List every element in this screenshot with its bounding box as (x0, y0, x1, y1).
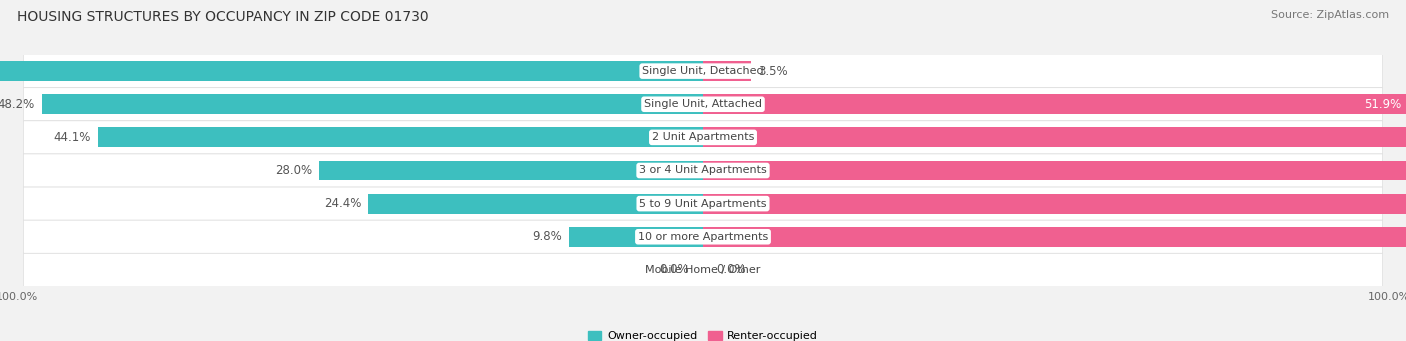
Text: 2 Unit Apartments: 2 Unit Apartments (652, 132, 754, 143)
Bar (703, 227, 1406, 247)
FancyBboxPatch shape (24, 220, 1382, 253)
Text: 28.0%: 28.0% (274, 164, 312, 177)
Text: 24.4%: 24.4% (323, 197, 361, 210)
Bar (703, 94, 1406, 114)
Bar (368, 194, 703, 213)
Bar (319, 161, 703, 180)
Text: Single Unit, Detached: Single Unit, Detached (643, 66, 763, 76)
Text: 0.0%: 0.0% (717, 263, 747, 276)
Text: 3.5%: 3.5% (758, 65, 787, 78)
Bar (568, 227, 703, 247)
Text: 51.9%: 51.9% (1364, 98, 1402, 111)
Text: 9.8%: 9.8% (531, 230, 561, 243)
Text: Mobile Home / Other: Mobile Home / Other (645, 265, 761, 275)
FancyBboxPatch shape (24, 187, 1382, 220)
Bar (0, 61, 703, 81)
Text: Source: ZipAtlas.com: Source: ZipAtlas.com (1271, 10, 1389, 20)
Bar (703, 161, 1406, 180)
FancyBboxPatch shape (24, 55, 1382, 88)
Text: 10 or more Apartments: 10 or more Apartments (638, 232, 768, 242)
FancyBboxPatch shape (24, 253, 1382, 286)
Text: 5 to 9 Unit Apartments: 5 to 9 Unit Apartments (640, 198, 766, 209)
FancyBboxPatch shape (24, 88, 1382, 121)
Bar (703, 61, 751, 81)
Legend: Owner-occupied, Renter-occupied: Owner-occupied, Renter-occupied (583, 326, 823, 341)
Text: 0.0%: 0.0% (659, 263, 689, 276)
Bar (98, 128, 703, 147)
Text: 3 or 4 Unit Apartments: 3 or 4 Unit Apartments (640, 165, 766, 176)
FancyBboxPatch shape (24, 154, 1382, 187)
Text: 44.1%: 44.1% (53, 131, 91, 144)
Bar (42, 94, 703, 114)
Text: Single Unit, Attached: Single Unit, Attached (644, 99, 762, 109)
Bar (703, 194, 1406, 213)
FancyBboxPatch shape (24, 121, 1382, 154)
Bar (703, 128, 1406, 147)
Text: HOUSING STRUCTURES BY OCCUPANCY IN ZIP CODE 01730: HOUSING STRUCTURES BY OCCUPANCY IN ZIP C… (17, 10, 429, 24)
Text: 48.2%: 48.2% (0, 98, 35, 111)
